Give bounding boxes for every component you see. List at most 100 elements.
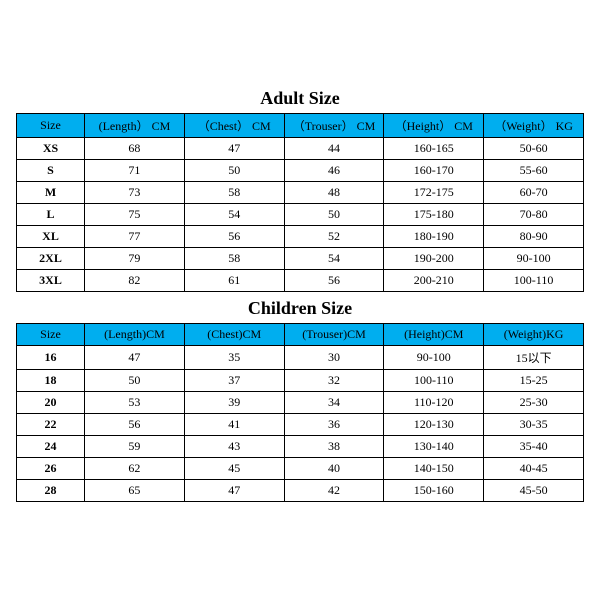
value-cell: 68 bbox=[85, 138, 185, 160]
value-cell: 39 bbox=[184, 392, 284, 414]
adult-title: Adult Size bbox=[16, 88, 584, 109]
size-cell: S bbox=[17, 160, 85, 182]
value-cell: 46 bbox=[284, 160, 384, 182]
value-cell: 47 bbox=[85, 346, 185, 370]
value-cell: 38 bbox=[284, 436, 384, 458]
col-header: Size bbox=[17, 324, 85, 346]
value-cell: 41 bbox=[184, 414, 284, 436]
value-cell: 190-200 bbox=[384, 248, 484, 270]
table-row: 22564136120-13030-35 bbox=[17, 414, 584, 436]
table-row: L755450175-18070-80 bbox=[17, 204, 584, 226]
value-cell: 50 bbox=[184, 160, 284, 182]
value-cell: 130-140 bbox=[384, 436, 484, 458]
size-cell: 2XL bbox=[17, 248, 85, 270]
value-cell: 47 bbox=[184, 138, 284, 160]
size-cell: 22 bbox=[17, 414, 85, 436]
table-row: 26624540140-15040-45 bbox=[17, 458, 584, 480]
col-header: （Trouser） CM bbox=[284, 114, 384, 138]
value-cell: 43 bbox=[184, 436, 284, 458]
col-header: （Chest） CM bbox=[184, 114, 284, 138]
value-cell: 59 bbox=[85, 436, 185, 458]
size-cell: XL bbox=[17, 226, 85, 248]
value-cell: 200-210 bbox=[384, 270, 484, 292]
table-row: M735848172-17560-70 bbox=[17, 182, 584, 204]
value-cell: 54 bbox=[284, 248, 384, 270]
value-cell: 79 bbox=[85, 248, 185, 270]
children-title: Children Size bbox=[16, 298, 584, 319]
value-cell: 56 bbox=[184, 226, 284, 248]
value-cell: 120-130 bbox=[384, 414, 484, 436]
size-cell: 18 bbox=[17, 370, 85, 392]
size-cell: 16 bbox=[17, 346, 85, 370]
adult-table: Size(Length） CM（Chest） CM（Trouser） CM（He… bbox=[16, 113, 584, 292]
table-row: 24594338130-14035-40 bbox=[17, 436, 584, 458]
value-cell: 25-30 bbox=[484, 392, 584, 414]
value-cell: 35-40 bbox=[484, 436, 584, 458]
size-charts: Adult Size Size (Length） CM（Chest） CM（Tro… bbox=[0, 78, 600, 522]
value-cell: 54 bbox=[184, 204, 284, 226]
value-cell: 100-110 bbox=[384, 370, 484, 392]
value-cell: 40 bbox=[284, 458, 384, 480]
value-cell: 35 bbox=[184, 346, 284, 370]
value-cell: 15-25 bbox=[484, 370, 584, 392]
value-cell: 82 bbox=[85, 270, 185, 292]
table-row: 28654742150-16045-50 bbox=[17, 480, 584, 502]
value-cell: 42 bbox=[284, 480, 384, 502]
value-cell: 56 bbox=[284, 270, 384, 292]
value-cell: 56 bbox=[85, 414, 185, 436]
table-row: XL775652180-19080-90 bbox=[17, 226, 584, 248]
col-header: (Height)CM bbox=[384, 324, 484, 346]
value-cell: 44 bbox=[284, 138, 384, 160]
value-cell: 100-110 bbox=[484, 270, 584, 292]
value-cell: 65 bbox=[85, 480, 185, 502]
value-cell: 53 bbox=[85, 392, 185, 414]
size-cell: 20 bbox=[17, 392, 85, 414]
value-cell: 45-50 bbox=[484, 480, 584, 502]
value-cell: 110-120 bbox=[384, 392, 484, 414]
value-cell: 172-175 bbox=[384, 182, 484, 204]
value-cell: 71 bbox=[85, 160, 185, 182]
value-cell: 58 bbox=[184, 182, 284, 204]
value-cell: 48 bbox=[284, 182, 384, 204]
size-cell: M bbox=[17, 182, 85, 204]
table-row: 2XL795854190-20090-100 bbox=[17, 248, 584, 270]
col-header: （Weight） KG bbox=[484, 114, 584, 138]
value-cell: 150-160 bbox=[384, 480, 484, 502]
value-cell: 90-100 bbox=[384, 346, 484, 370]
value-cell: 61 bbox=[184, 270, 284, 292]
value-cell: 55-60 bbox=[484, 160, 584, 182]
col-header: （Height） CM bbox=[384, 114, 484, 138]
size-cell: XS bbox=[17, 138, 85, 160]
value-cell: 58 bbox=[184, 248, 284, 270]
col-header: (Chest)CM bbox=[184, 324, 284, 346]
value-cell: 90-100 bbox=[484, 248, 584, 270]
value-cell: 62 bbox=[85, 458, 185, 480]
value-cell: 60-70 bbox=[484, 182, 584, 204]
value-cell: 45 bbox=[184, 458, 284, 480]
value-cell: 40-45 bbox=[484, 458, 584, 480]
value-cell: 80-90 bbox=[484, 226, 584, 248]
value-cell: 160-170 bbox=[384, 160, 484, 182]
table-row: 3XL826156200-210100-110 bbox=[17, 270, 584, 292]
col-header: (Trouser)CM bbox=[284, 324, 384, 346]
value-cell: 50 bbox=[284, 204, 384, 226]
value-cell: 30-35 bbox=[484, 414, 584, 436]
col-header: (Weight)KG bbox=[484, 324, 584, 346]
table-row: S715046160-17055-60 bbox=[17, 160, 584, 182]
value-cell: 37 bbox=[184, 370, 284, 392]
value-cell: 70-80 bbox=[484, 204, 584, 226]
value-cell: 47 bbox=[184, 480, 284, 502]
value-cell: 50-60 bbox=[484, 138, 584, 160]
value-cell: 77 bbox=[85, 226, 185, 248]
size-cell: L bbox=[17, 204, 85, 226]
col-header: (Length） CM bbox=[85, 114, 185, 138]
value-cell: 75 bbox=[85, 204, 185, 226]
value-cell: 50 bbox=[85, 370, 185, 392]
value-cell: 52 bbox=[284, 226, 384, 248]
table-row: 18503732100-11015-25 bbox=[17, 370, 584, 392]
size-cell: 3XL bbox=[17, 270, 85, 292]
value-cell: 160-165 bbox=[384, 138, 484, 160]
value-cell: 36 bbox=[284, 414, 384, 436]
value-cell: 73 bbox=[85, 182, 185, 204]
value-cell: 34 bbox=[284, 392, 384, 414]
